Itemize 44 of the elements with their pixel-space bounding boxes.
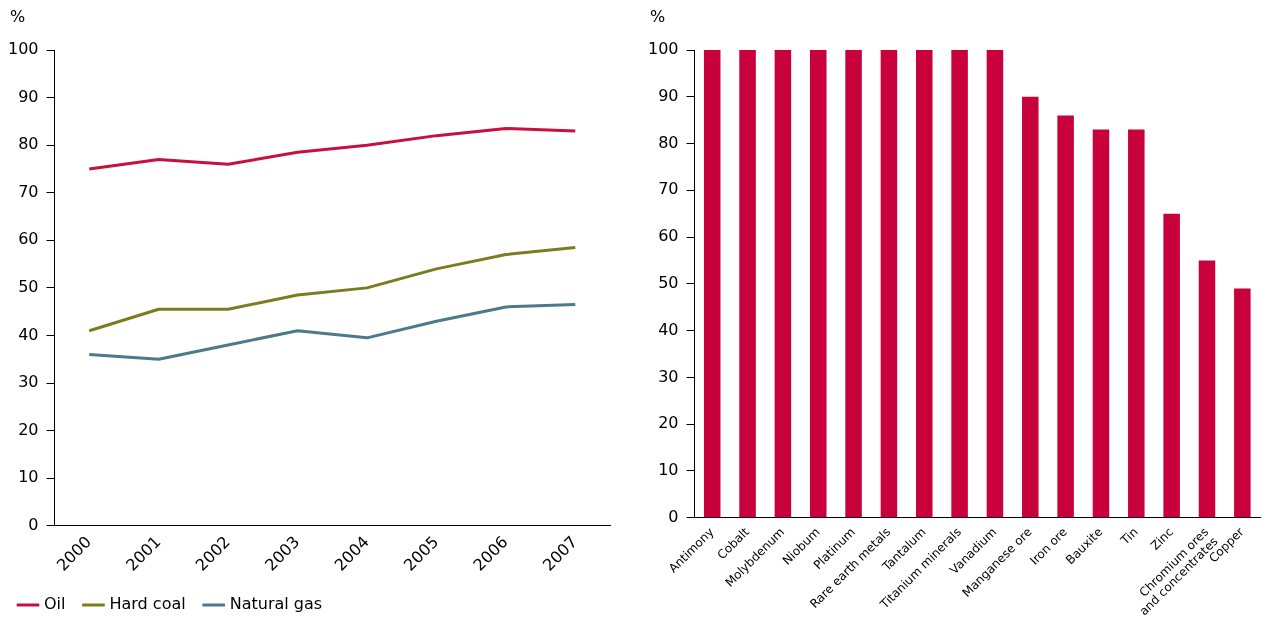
y-tick-label: 100 [647,39,679,59]
bar [1092,129,1110,518]
bar [809,50,827,518]
y-tick-label: 70 [18,181,39,201]
bar [1198,260,1216,518]
bar [916,50,933,518]
y-tick-label: 80 [18,134,39,154]
bar [986,50,1004,518]
y-tick-label: 30 [18,372,39,392]
bar [845,50,862,518]
y-tick-label: 70 [658,179,679,199]
bar [1163,213,1180,518]
legend-label: Oil [44,594,66,614]
y-tick-label: 30 [658,366,679,386]
bar [1234,288,1251,518]
y-tick-label: 0 [28,514,39,534]
y-tick-label: 90 [18,86,39,106]
y-tick-label: 60 [18,229,39,249]
y-tick-label: 80 [658,132,679,152]
y-tick-label: 100 [7,39,39,59]
y-tick-label: 40 [18,324,39,344]
legend-label: Natural gas [229,594,323,614]
y-tick-label: 10 [658,460,679,480]
y-tick-label: 90 [658,85,679,105]
bar [1057,115,1074,518]
y-tick-label: 10 [18,467,39,487]
bar [1128,129,1145,518]
bar [951,50,968,518]
legend-label: Hard coal [109,594,186,614]
y-axis-title: % [650,7,666,26]
bar [739,50,756,518]
y-tick-label: 0 [668,506,679,526]
bar [1022,96,1039,518]
y-tick-label: 50 [18,277,39,297]
bar [703,50,721,518]
y-tick-label: 20 [658,413,679,433]
y-axis-title: % [10,7,26,26]
bar [774,50,792,518]
bar [880,50,898,518]
y-tick-label: 50 [658,273,679,293]
y-tick-label: 60 [658,226,679,246]
y-tick-label: 20 [18,419,39,439]
x-tick-label: Tin [1117,524,1141,549]
y-tick-label: 40 [658,319,679,339]
